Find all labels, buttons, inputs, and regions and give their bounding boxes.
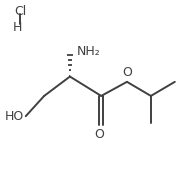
Text: NH₂: NH₂ [76, 45, 100, 58]
Text: O: O [94, 128, 104, 141]
Text: O: O [122, 66, 132, 79]
Text: HO: HO [5, 110, 24, 123]
Text: Cl: Cl [15, 5, 27, 18]
Text: H: H [13, 21, 22, 34]
